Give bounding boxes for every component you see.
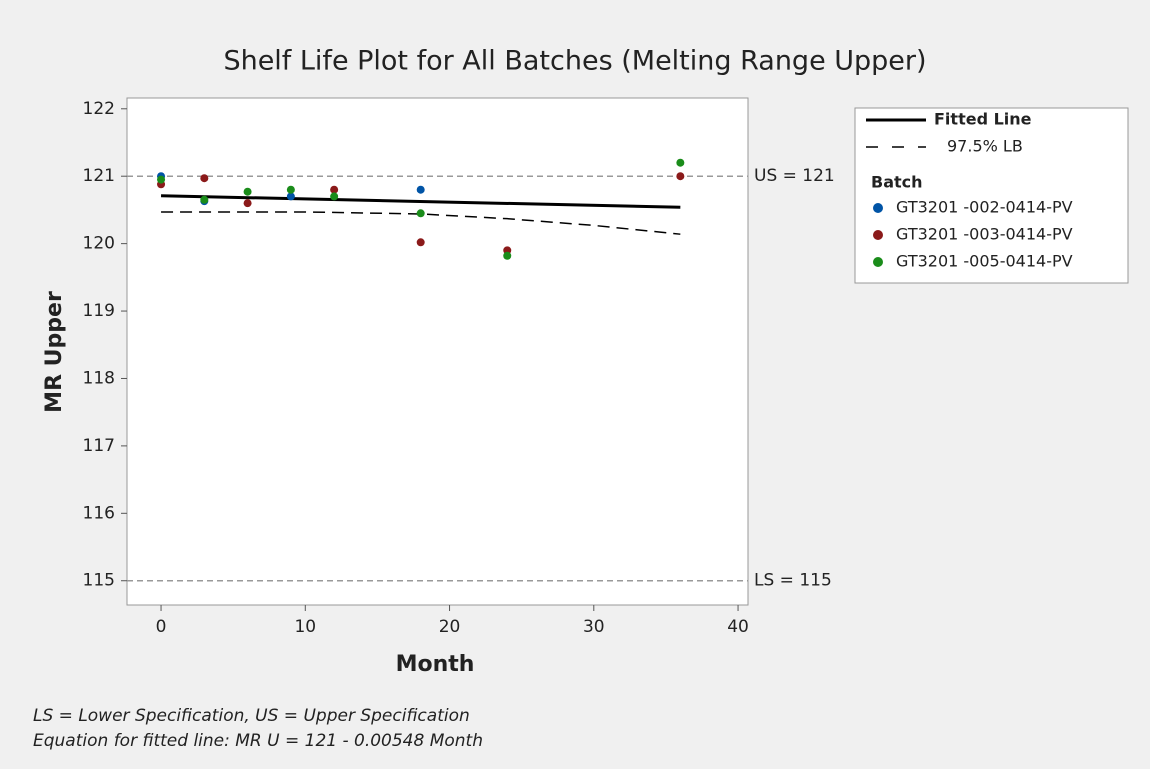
data-point	[330, 192, 339, 201]
x-tick-label: 0	[156, 617, 167, 637]
data-point	[330, 185, 339, 194]
data-point	[416, 209, 425, 218]
data-point	[416, 238, 425, 247]
footnote: Equation for fitted line: MR U = 121 - 0…	[33, 731, 483, 751]
data-point	[243, 187, 252, 196]
legend-title: Batch	[871, 173, 923, 192]
data-point	[286, 192, 295, 201]
legend-marker	[873, 203, 883, 213]
x-tick-label: 40	[727, 617, 749, 637]
legend-label: GT3201 -005-0414-PV	[896, 252, 1073, 271]
x-tick-label: 30	[583, 617, 605, 637]
legend-label: Fitted Line	[934, 110, 1032, 129]
fitted-line	[161, 211, 681, 235]
y-tick-label: 119	[83, 301, 115, 321]
y-tick-label: 117	[83, 436, 115, 456]
y-tick-label: 115	[83, 571, 115, 591]
data-point	[243, 199, 252, 208]
legend-marker	[873, 257, 883, 267]
data-point	[200, 174, 209, 183]
y-tick-label: 116	[83, 503, 115, 523]
y-tick-label: 118	[83, 368, 115, 388]
legend-label: GT3201 -003-0414-PV	[896, 225, 1073, 244]
y-tick-label: 122	[83, 99, 115, 119]
footnote: LS = Lower Specification, US = Upper Spe…	[33, 706, 470, 726]
data-point	[157, 175, 166, 184]
legend-marker	[873, 230, 883, 240]
x-tick-label: 10	[294, 617, 316, 637]
reference-label: LS = 115	[754, 571, 832, 591]
data-point	[200, 195, 209, 204]
data-point	[416, 185, 425, 194]
data-point	[676, 158, 685, 167]
reference-label: US = 121	[754, 166, 835, 186]
data-point	[676, 172, 685, 181]
y-tick-label: 121	[83, 166, 115, 186]
chart-title: Shelf Life Plot for All Batches (Melting…	[223, 46, 926, 77]
legend-label: 97.5% LB	[947, 137, 1023, 156]
fitted-line	[161, 194, 681, 209]
y-tick-label: 120	[83, 234, 115, 254]
legend-box	[854, 107, 1129, 284]
x-axis-label: Month	[396, 652, 475, 677]
data-point	[286, 185, 295, 194]
y-axis-label: MR Upper	[42, 291, 67, 413]
legend-label: GT3201 -002-0414-PV	[896, 198, 1073, 217]
plot-area	[126, 97, 749, 606]
x-tick-label: 20	[439, 617, 461, 637]
data-point	[503, 251, 512, 260]
